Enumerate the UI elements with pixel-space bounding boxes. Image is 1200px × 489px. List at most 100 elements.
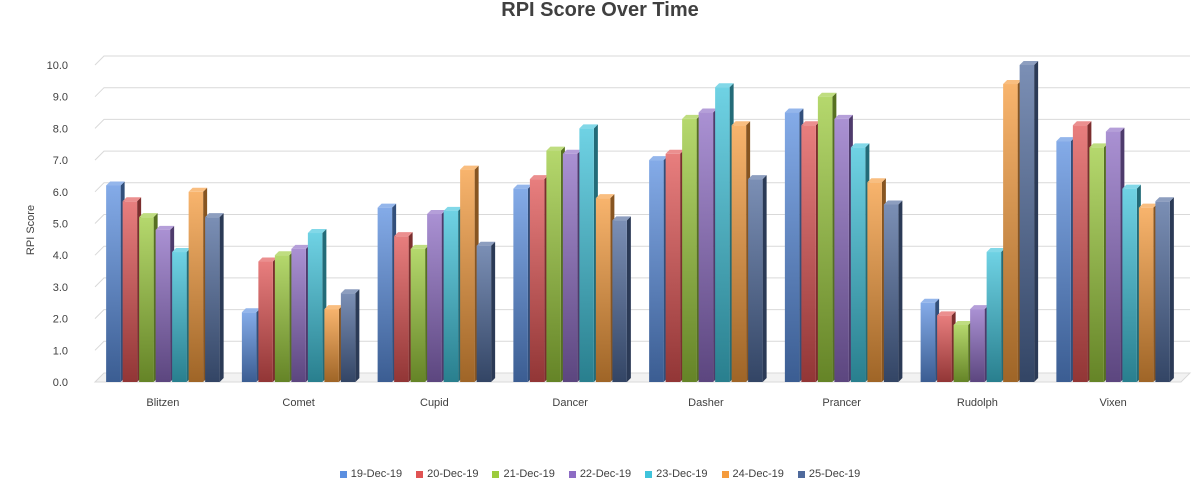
bar [241,308,261,382]
legend-item: 21-Dec-19 [492,468,555,480]
legend-label: 23-Dec-19 [656,468,708,480]
bar [172,248,191,382]
bar [188,187,208,382]
x-tick-label: Cupid [420,397,449,409]
bar [205,213,224,382]
legend-item: 22-Dec-19 [568,468,632,480]
bar [1105,127,1125,382]
bar [1089,143,1108,382]
legend-item: 23-Dec-19 [645,468,708,480]
x-tick-label: Dancer [552,397,588,409]
bar [731,121,751,382]
y-tick-label: 4.0 [53,250,68,262]
bar [155,225,175,382]
bar [801,121,820,382]
legend-swatch [721,470,729,478]
bar [377,203,397,382]
bar [460,165,479,382]
x-tick-label: Vixen [1099,397,1126,409]
bar [817,92,837,382]
bar [513,184,532,382]
legend-label: 21-Dec-19 [503,468,555,480]
chart-title: RPI Score Over Time [501,0,699,21]
bar [139,213,158,382]
legend-item: 25-Dec-19 [797,468,861,480]
bar [443,206,463,382]
bar [324,305,343,382]
bar [784,108,804,383]
bar [274,251,294,382]
y-tick-label: 3.0 [53,282,68,294]
bar [291,244,310,382]
y-tick-label: 5.0 [53,219,68,231]
legend-swatch [339,470,347,478]
bar [920,298,940,382]
bar [106,181,125,382]
bar [410,244,430,382]
bar [986,248,1006,382]
bar [307,229,327,382]
x-tick-label: Prancer [822,397,861,409]
bar [1072,121,1092,382]
bar [715,83,734,382]
bar [340,289,360,382]
bar [122,197,142,382]
y-tick-label: 10.0 [47,60,68,72]
bar [834,114,853,382]
legend-item: 24-Dec-19 [721,468,784,480]
bars [106,61,1174,383]
legend-swatch [416,470,424,478]
bar [546,146,565,382]
y-axis-label: RPI Score [25,205,37,255]
bar [258,257,277,382]
bar [698,108,718,383]
bar [595,194,615,382]
legend-item: 19-Dec-19 [339,468,403,480]
bar [748,175,767,382]
legend-swatch [568,470,576,478]
y-tick-label: 7.0 [53,155,68,167]
y-tick-label: 9.0 [53,92,68,104]
x-tick-label: Comet [282,397,314,409]
legend-item: 20-Dec-19 [416,468,478,480]
bar [1155,197,1174,382]
gridline [94,55,1190,66]
legend-label: 24-Dec-19 [732,468,784,480]
bar [1019,61,1039,382]
bar [1056,137,1075,382]
gridline [94,87,1190,98]
y-tick-label: 2.0 [53,314,68,326]
bar [970,305,989,382]
legend-swatch [645,470,653,478]
bar [427,209,446,382]
legend-label: 20-Dec-19 [427,468,479,480]
legend-label: 25-Dec-19 [808,468,861,480]
bar [665,149,685,382]
bar [682,114,701,382]
y-axis: 0.0 1.0 2.0 3.0 4.0 5.0 6.0 7.0 8.0 9.0 10.0 [47,60,68,389]
bar [953,320,973,382]
bar [529,175,549,382]
bar [649,156,668,382]
bar [937,311,956,382]
y-tick-label: 0.0 [53,377,68,389]
y-tick-label: 1.0 [53,345,68,357]
legend-swatch [797,470,805,478]
bar [579,124,598,383]
x-tick-label: Blitzen [146,397,179,409]
bar [1138,203,1158,382]
x-axis: Blitzen Comet Cupid Dancer Dasher Prancer Rudo… [146,397,1126,409]
legend-swatch [492,470,500,478]
bar [850,143,870,382]
legend: 19-Dec-19 20-Dec-19 21-Dec-19 22-Dec-19 23-D… [0,468,1200,480]
legend-label: 22-Dec-19 [579,468,632,480]
bar [612,216,631,382]
bar [1003,80,1022,383]
x-tick-label: Dasher [688,397,724,409]
legend-label: 19-Dec-19 [350,468,403,480]
bar [1122,184,1141,382]
bar [883,200,903,382]
bar [394,232,413,382]
bar [562,149,582,382]
